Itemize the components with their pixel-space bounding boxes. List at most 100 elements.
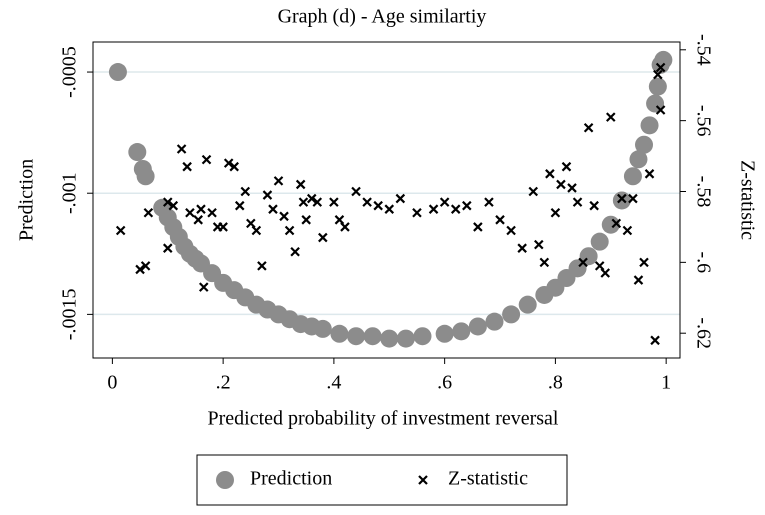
circle-marker	[640, 116, 659, 135]
legend-box	[196, 454, 568, 506]
y2-tick-label: -.54	[692, 34, 714, 66]
x-marker	[312, 197, 323, 207]
x-marker	[115, 225, 126, 236]
x-marker	[140, 261, 151, 271]
plot-frame	[92, 41, 681, 359]
x-marker	[439, 197, 450, 207]
x-marker	[506, 225, 516, 236]
x-marker	[229, 161, 239, 172]
x-marker	[193, 215, 203, 225]
x-marker	[534, 239, 544, 250]
x-marker	[340, 222, 350, 232]
legend-label: Z-statistic	[448, 468, 528, 490]
circle-marker	[601, 215, 620, 234]
x-marker	[653, 69, 663, 80]
x-marker	[298, 197, 309, 207]
x-marker	[182, 161, 192, 172]
circle-marker	[518, 295, 537, 314]
x-marker	[583, 122, 594, 133]
x-axis-label: Predicted probability of investment reve…	[207, 408, 558, 430]
x-marker	[561, 161, 572, 172]
x-marker	[223, 158, 234, 168]
x-marker	[655, 105, 666, 115]
x-marker	[362, 197, 372, 207]
circle-marker	[468, 317, 487, 336]
x-marker	[168, 200, 179, 211]
x-marker	[318, 232, 328, 243]
x-marker	[556, 179, 566, 190]
y-tick-label: -.0015	[59, 289, 81, 341]
x-marker	[176, 144, 187, 154]
circle-marker	[136, 167, 155, 186]
circle-marker	[347, 327, 366, 346]
x-marker	[412, 207, 422, 218]
x-marker	[329, 197, 339, 207]
y2-tick-label: -.6	[692, 252, 714, 274]
x-marker	[143, 207, 154, 218]
x-marker	[611, 218, 622, 229]
x-marker	[218, 222, 228, 232]
y2-tick-label: -.56	[692, 105, 714, 137]
x-marker	[395, 193, 406, 204]
x-marker	[185, 207, 195, 218]
x-marker	[196, 204, 206, 214]
x-marker	[633, 275, 644, 285]
legend-symbol	[216, 471, 234, 489]
x-marker	[240, 186, 251, 197]
circle-marker	[128, 143, 147, 162]
circle-marker	[612, 191, 631, 210]
x-marker	[550, 207, 561, 218]
circle-marker	[452, 322, 471, 341]
x-marker	[295, 179, 306, 190]
x-marker	[589, 200, 599, 211]
x-marker	[545, 169, 555, 179]
x-tick-label: 1	[661, 372, 671, 394]
x-marker	[539, 257, 550, 268]
x-marker	[198, 282, 209, 292]
y-tick-label: -.0005	[59, 46, 81, 98]
x-marker	[462, 200, 472, 211]
x-marker	[273, 176, 284, 186]
x-marker	[257, 261, 267, 271]
circle-marker	[108, 63, 127, 82]
x-marker	[268, 204, 278, 214]
x-marker	[484, 197, 494, 207]
circle-marker	[313, 319, 332, 338]
x-tick-label: .4	[326, 372, 341, 394]
x-marker	[428, 204, 439, 214]
x-marker	[284, 225, 295, 236]
circle-marker	[623, 167, 642, 186]
circle-marker	[330, 324, 349, 343]
x-marker	[162, 197, 173, 207]
x-marker	[384, 204, 395, 214]
x-tick-label: .8	[548, 372, 563, 394]
circle-marker	[396, 329, 415, 348]
x-tick-label: .2	[216, 372, 231, 394]
circle-marker	[435, 324, 454, 343]
x-marker	[622, 225, 633, 236]
y-axis-label: Prediction	[16, 159, 38, 241]
circle-marker	[485, 312, 504, 331]
x-marker	[495, 215, 505, 225]
chart-title: Graph (d) - Age similartiy	[278, 6, 487, 28]
x-marker	[639, 257, 649, 268]
x-marker	[301, 215, 311, 225]
circle-marker	[629, 150, 648, 169]
circle-marker	[380, 329, 399, 348]
x-marker	[450, 204, 461, 214]
x-marker	[655, 62, 666, 73]
x-marker	[606, 112, 616, 122]
x-marker	[207, 207, 217, 218]
x-tick-label: .6	[437, 372, 452, 394]
x-marker	[528, 186, 539, 197]
y2-tick-label: -.58	[692, 176, 714, 208]
x-marker	[251, 225, 262, 236]
x-marker	[578, 257, 588, 268]
x-marker	[135, 264, 145, 275]
circle-marker	[635, 135, 654, 154]
circle-marker	[413, 327, 432, 346]
x-marker	[628, 193, 638, 204]
x-marker	[234, 200, 245, 211]
x-marker	[351, 186, 361, 197]
